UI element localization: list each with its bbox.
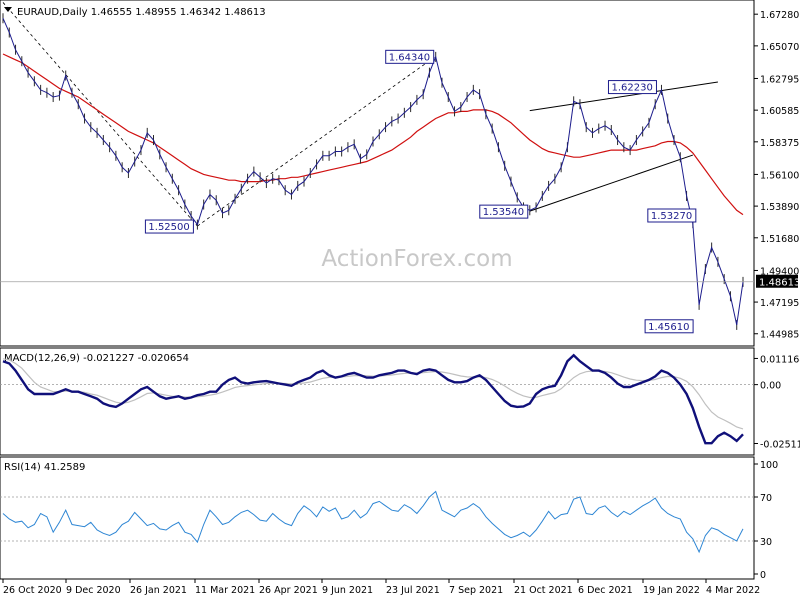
date-tick-label: 4 Mar 2022	[706, 585, 760, 596]
price-tick-label: 1.65070	[760, 42, 799, 53]
rsi-tick-label: 70	[760, 493, 772, 504]
date-tick-label: 26 Apr 2021	[259, 585, 318, 596]
price-annotation-box	[644, 319, 694, 334]
date-tick-label: 26 Oct 2020	[3, 585, 62, 596]
price-tick-label: 1.60585	[760, 106, 799, 117]
date-tick-label: 7 Sep 2021	[449, 585, 503, 596]
rsi-tick-label: 30	[760, 537, 772, 548]
rsi-series	[2, 490, 744, 554]
price-annotation-box	[479, 204, 529, 219]
price-annotation-box	[144, 219, 194, 234]
watermark: ActionForex.com	[321, 246, 512, 272]
date-tick-label: 23 Jul 2021	[386, 585, 440, 596]
date-tick-label: 9 Dec 2020	[66, 585, 121, 596]
last-price-marker: 1.48613	[0, 274, 800, 289]
date-tick-label: 21 Oct 2021	[514, 585, 573, 596]
rsi-tick-label: 0	[760, 570, 766, 581]
dropdown-arrow-icon	[4, 7, 12, 12]
rsi-tick-label: 100	[760, 460, 778, 471]
price-tick-label: 1.67280	[760, 10, 799, 21]
date-axis: 26 Oct 2020 9 Dec 2020 26 Jan 2021 11 Mar 2…	[2, 579, 760, 596]
chart-title: EURAUD,Daily 1.46555 1.48955 1.46342 1.4…	[17, 7, 266, 18]
trendline	[529, 81, 718, 112]
last-price-box	[756, 274, 798, 288]
last-price-label: 1.48613	[759, 278, 800, 289]
macd-series	[2, 353, 744, 445]
rsi-panel	[0, 456, 755, 580]
rsi-axis: 100 70 30 0	[0, 460, 778, 581]
price-tick-label: 1.62795	[760, 74, 799, 85]
trendline	[2, 2, 198, 227]
price-annotation-box	[607, 80, 657, 95]
price-tick-label: 1.58375	[760, 138, 799, 149]
price-tick-label: 1.49400	[760, 266, 799, 277]
macd-title: MACD(12,26,9) -0.021227 -0.020654	[4, 353, 189, 364]
price-annotation-label: 1.53270	[651, 211, 692, 222]
price-annotation-box	[647, 208, 697, 223]
rsi-line	[2, 490, 744, 554]
date-tick-label: 26 Jan 2021	[130, 585, 187, 596]
date-tick-label: 11 Mar 2021	[195, 585, 255, 596]
trendlines	[2, 2, 718, 227]
price-annotation-label: 1.64340	[389, 52, 430, 63]
trendline	[529, 154, 693, 212]
price-annotation-label: 1.53540	[483, 207, 524, 218]
price-tick-label: 1.44985	[760, 330, 799, 341]
price-axis: 1.67280 1.65070 1.62795 1.60585 1.58375 1.561…	[754, 10, 799, 341]
price-panel	[0, 0, 755, 347]
date-tick-label: 6 Dec 2021	[578, 585, 633, 596]
moving-average-line	[2, 53, 744, 216]
price-tick-label: 1.53890	[760, 202, 799, 213]
rsi-title: RSI(14) 41.2589	[4, 462, 85, 473]
price-close-line	[2, 17, 744, 326]
macd-tick-label: 0.00	[760, 381, 781, 392]
price-annotations: 1.64340 1.62230 1.52500 1.53540 1.53270 1.456…	[144, 49, 697, 334]
price-annotation-label: 1.52500	[148, 222, 189, 233]
price-series	[2, 13, 744, 330]
macd-line	[2, 353, 744, 445]
date-tick-label: 9 Jun 2021	[322, 585, 373, 596]
price-annotation-label: 1.45610	[648, 322, 689, 333]
price-tick-label: 1.51680	[760, 234, 799, 245]
macd-axis: 0.011168 0.00 -0.025117	[0, 354, 800, 450]
price-annotation-label: 1.62230	[611, 83, 652, 94]
trendline	[197, 56, 436, 227]
date-tick-label: 19 Jan 2022	[643, 585, 700, 596]
macd-signal-line	[2, 358, 744, 430]
price-annotation-box	[385, 49, 435, 64]
macd-tick-label: 0.011168	[760, 354, 800, 365]
price-tick-label: 1.47195	[760, 298, 799, 309]
price-tick-label: 1.56100	[760, 170, 799, 181]
macd-tick-label: -0.025117	[760, 439, 800, 450]
